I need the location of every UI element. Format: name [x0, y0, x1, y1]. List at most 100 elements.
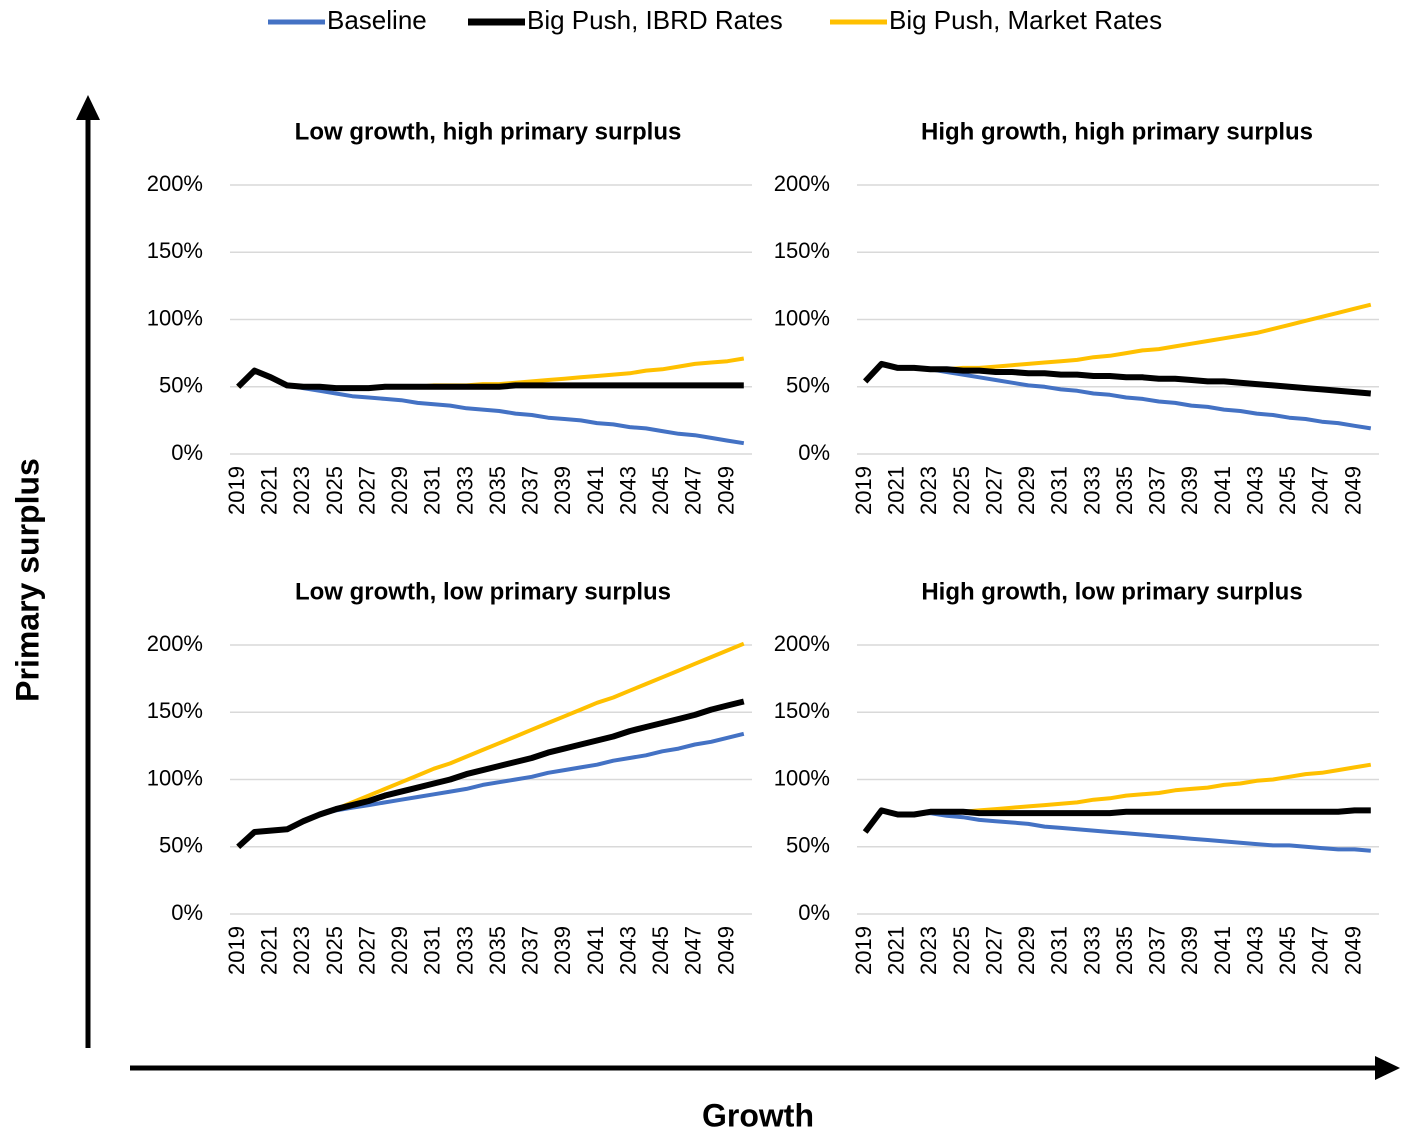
x-tick-label: 2031	[420, 926, 445, 975]
x-tick-label: 2043	[615, 926, 640, 975]
y-tick-label: 50%	[159, 833, 203, 858]
y-tick-label: 150%	[774, 698, 830, 723]
x-tick-label: 2029	[387, 926, 412, 975]
y-tick-label: 200%	[147, 171, 203, 196]
x-tick-label: 2031	[1047, 926, 1072, 975]
y-tick-label: 200%	[774, 631, 830, 656]
x-tick-label: 2019	[224, 926, 249, 975]
x-tick-label: 2039	[1177, 466, 1202, 515]
y-axis-label: Primary surplus	[9, 458, 45, 702]
x-tick-label: 2033	[452, 926, 477, 975]
series-line	[236, 698, 745, 850]
x-tick-label: 2035	[485, 466, 510, 515]
x-tick-label: 2021	[257, 926, 282, 975]
x-tick-label: 2019	[224, 466, 249, 515]
x-tick-label: 2029	[387, 466, 412, 515]
x-tick-label: 2035	[1112, 466, 1137, 515]
x-tick-label: 2025	[322, 926, 347, 975]
y-tick-label: 150%	[147, 238, 203, 263]
x-tick-label: 2037	[518, 926, 543, 975]
panel-title: Low growth, high primary surplus	[295, 118, 682, 145]
y-tick-label: 0%	[798, 900, 830, 925]
x-tick-label: 2041	[583, 926, 608, 975]
y-tick-label: 0%	[798, 440, 830, 465]
series-line	[236, 731, 745, 849]
series-line	[863, 762, 1372, 834]
legend-label: Big Push, Market Rates	[889, 5, 1162, 35]
series-line	[236, 368, 745, 446]
y-tick-label: 100%	[774, 305, 830, 330]
series-line	[863, 808, 1371, 853]
x-tick-label: 2037	[1145, 926, 1170, 975]
x-tick-label: 2047	[1308, 466, 1333, 515]
y-tick-label: 100%	[147, 765, 203, 790]
x-tick-label: 2049	[1340, 926, 1365, 975]
y-tick-label: 150%	[774, 238, 830, 263]
x-tick-label: 2029	[1014, 466, 1039, 515]
y-arrow-head	[76, 95, 100, 120]
series-line	[863, 361, 1372, 431]
x-tick-label: 2041	[1210, 466, 1235, 515]
x-axis-label: Growth	[702, 1097, 814, 1133]
x-tick-label: 2021	[884, 466, 909, 515]
x-tick-label: 2019	[851, 466, 876, 515]
y-tick-label: 100%	[147, 305, 203, 330]
series-line	[236, 367, 744, 392]
x-tick-label: 2027	[981, 926, 1006, 975]
x-tick-label: 2023	[916, 466, 941, 515]
x-tick-label: 2039	[550, 466, 575, 515]
x-tick-label: 2047	[681, 466, 706, 515]
x-tick-label: 2045	[1275, 466, 1300, 515]
x-tick-label: 2031	[420, 466, 445, 515]
series-line	[863, 360, 1372, 397]
x-tick-label: 2047	[1308, 926, 1333, 975]
x-tick-label: 2021	[884, 926, 909, 975]
x-tick-label: 2043	[1242, 926, 1267, 975]
x-tick-label: 2023	[916, 926, 941, 975]
x-tick-label: 2045	[648, 926, 673, 975]
y-tick-label: 50%	[159, 373, 203, 398]
x-tick-label: 2023	[289, 466, 314, 515]
x-tick-label: 2039	[550, 926, 575, 975]
x-tick-label: 2037	[518, 466, 543, 515]
x-tick-label: 2043	[1242, 466, 1267, 515]
x-tick-label: 2039	[1177, 926, 1202, 975]
y-tick-label: 50%	[786, 833, 830, 858]
x-tick-label: 2035	[485, 926, 510, 975]
x-tick-label: 2033	[1079, 926, 1104, 975]
panel-title: High growth, low primary surplus	[921, 578, 1302, 605]
legend-label: Baseline	[327, 5, 427, 35]
x-arrow-head	[1375, 1056, 1400, 1080]
x-tick-label: 2047	[681, 926, 706, 975]
x-tick-label: 2025	[949, 926, 974, 975]
x-tick-label: 2045	[648, 466, 673, 515]
x-tick-label: 2025	[949, 466, 974, 515]
x-tick-label: 2031	[1047, 466, 1072, 515]
x-tick-label: 2043	[615, 466, 640, 515]
panel-title: Low growth, low primary surplus	[295, 578, 671, 605]
x-tick-label: 2041	[1210, 926, 1235, 975]
x-tick-label: 2029	[1014, 926, 1039, 975]
y-tick-label: 150%	[147, 698, 203, 723]
legend-label: Big Push, IBRD Rates	[527, 5, 783, 35]
x-tick-label: 2041	[583, 466, 608, 515]
x-tick-label: 2027	[354, 466, 379, 515]
x-tick-label: 2033	[1079, 466, 1104, 515]
x-tick-label: 2021	[257, 466, 282, 515]
x-tick-label: 2037	[1145, 466, 1170, 515]
x-tick-label: 2035	[1112, 926, 1137, 975]
x-tick-label: 2019	[851, 926, 876, 975]
y-tick-label: 0%	[171, 440, 203, 465]
y-tick-label: 100%	[774, 765, 830, 790]
x-tick-label: 2045	[1275, 926, 1300, 975]
x-tick-label: 2049	[1340, 466, 1365, 515]
x-tick-label: 2049	[713, 466, 738, 515]
x-tick-label: 2049	[713, 926, 738, 975]
y-tick-label: 200%	[774, 171, 830, 196]
x-tick-label: 2023	[289, 926, 314, 975]
x-tick-label: 2027	[354, 926, 379, 975]
y-tick-label: 50%	[786, 373, 830, 398]
y-tick-label: 0%	[171, 900, 203, 925]
